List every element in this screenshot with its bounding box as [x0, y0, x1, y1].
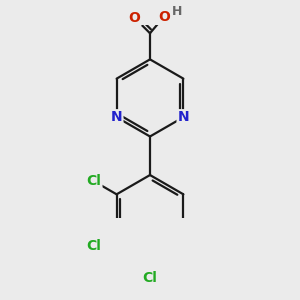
Text: Cl: Cl	[142, 271, 158, 285]
Text: Cl: Cl	[87, 239, 101, 253]
Text: N: N	[178, 110, 189, 124]
Text: Cl: Cl	[87, 174, 101, 188]
Text: O: O	[129, 11, 140, 25]
Text: N: N	[111, 110, 122, 124]
Text: O: O	[158, 10, 170, 24]
Text: H: H	[172, 5, 182, 18]
